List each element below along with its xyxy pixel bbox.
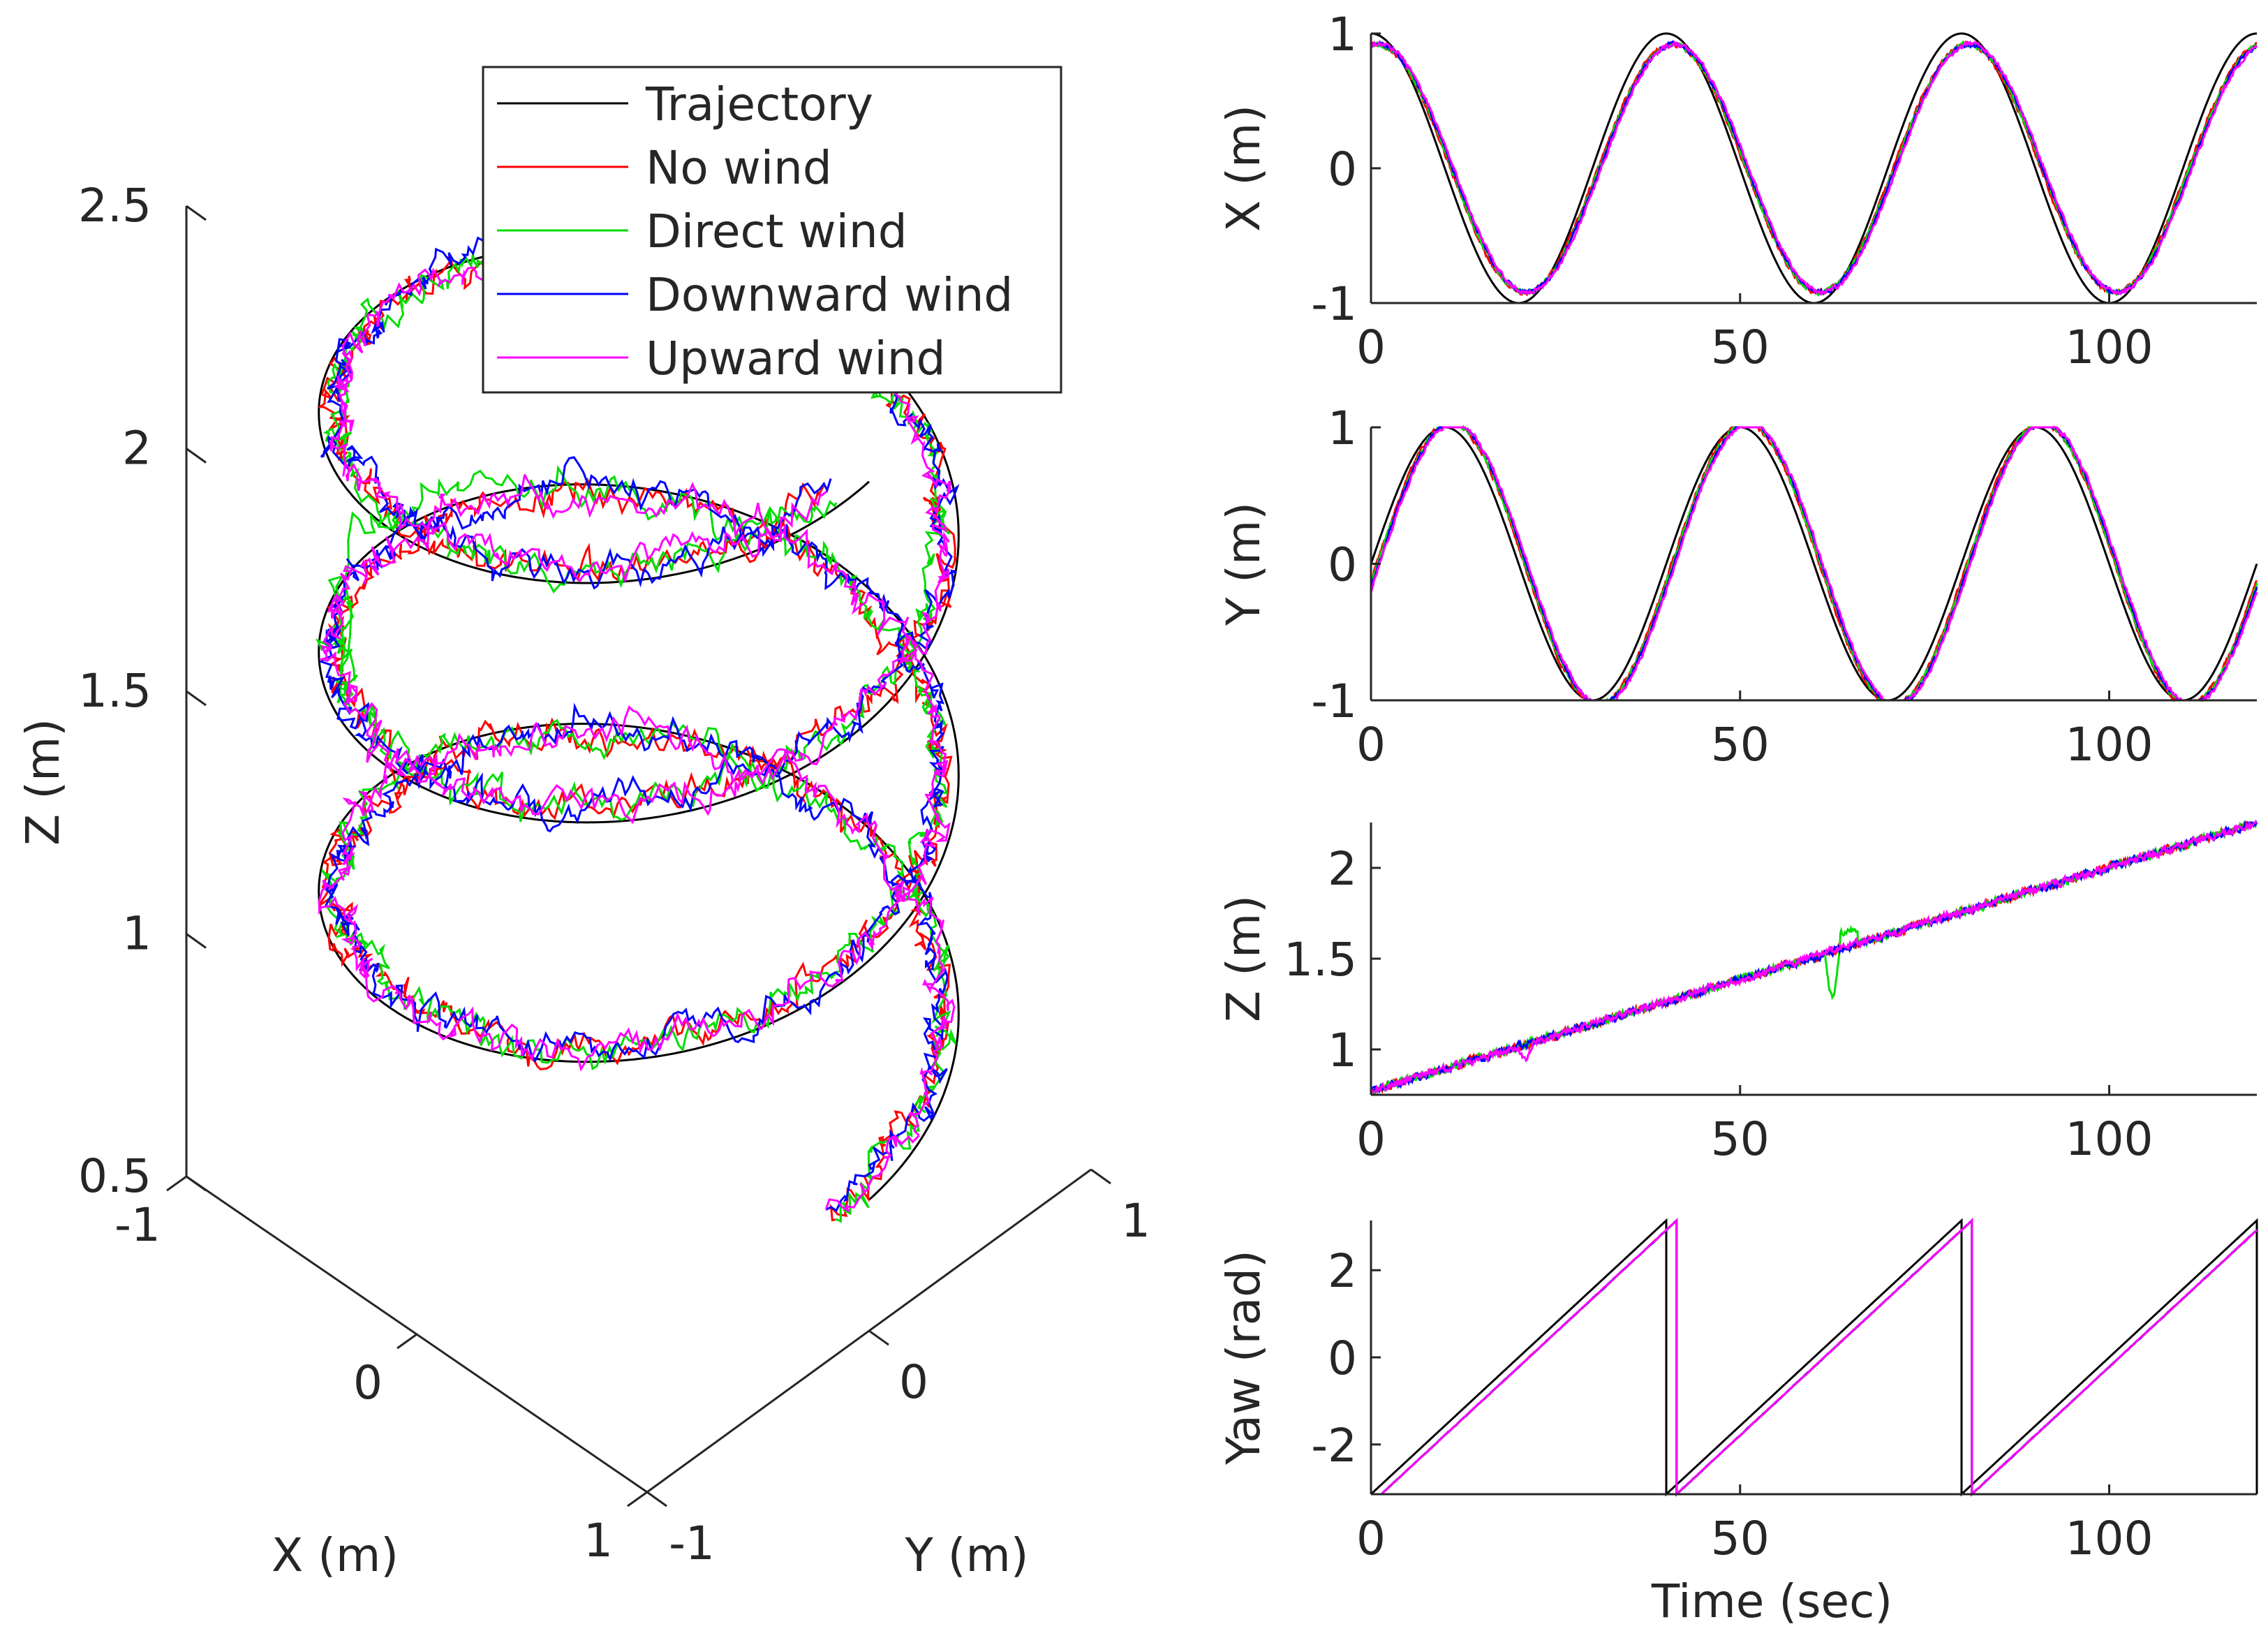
z-tick-mark xyxy=(186,1175,207,1192)
x-time-x-tick-label: 100 xyxy=(2066,320,2154,374)
yaw-time-line-trajectory xyxy=(1370,1218,2258,1497)
y-tick-mark xyxy=(1090,1168,1111,1185)
y-time-y-tick-label: 1 xyxy=(1328,401,1357,455)
x-time-line-downward-wind xyxy=(1370,40,2258,295)
x-tick-label: -1 xyxy=(114,1198,161,1252)
y-time-x-tick-label: 0 xyxy=(1356,718,1386,772)
x-tick-label: 1 xyxy=(584,1514,613,1568)
helix-line-direct-wind xyxy=(316,230,957,1223)
y-time-y-tick-label: -1 xyxy=(1311,674,1357,728)
helix-line-downward-wind xyxy=(318,229,960,1213)
x-time-line-no-wind xyxy=(1370,40,2258,297)
x-tick-label: 0 xyxy=(353,1356,383,1410)
x-time-line-trajectory xyxy=(1371,32,2257,304)
x-time-y-tick-label: -1 xyxy=(1311,277,1357,331)
x-time-x-tick-label: 0 xyxy=(1356,320,1386,374)
y-time-x-tick-label: 100 xyxy=(2066,718,2154,772)
z-tick-label: 1.5 xyxy=(78,664,151,718)
y-axis-label: Y (m) xyxy=(904,1528,1028,1582)
legend-label-upward-wind: Upward wind xyxy=(646,332,946,385)
x-time-line-direct-wind xyxy=(1370,39,2258,297)
z-tick-label: 2 xyxy=(122,422,151,475)
z-vs-time-panel: 0 50 100 1 1.5 2 Z (m) xyxy=(1217,819,2258,1166)
z-tick-mark xyxy=(186,933,207,949)
helix-line-upward-wind xyxy=(318,219,956,1213)
legend-label-trajectory: Trajectory xyxy=(645,78,873,131)
z-tick-label: 0.5 xyxy=(78,1149,151,1203)
legend-label-downward-wind: Downward wind xyxy=(646,268,1013,322)
y-time-x-tick-label: 50 xyxy=(1711,718,1770,772)
y-tick-label: 0 xyxy=(899,1355,928,1409)
y-tick-mark xyxy=(868,1329,889,1346)
yaw-vs-time-panel: 0 50 100 -2 0 2 Yaw (rad) Time (sec) xyxy=(1217,1217,2258,1628)
y-time-line-upward-wind xyxy=(1370,426,2258,702)
z-tick-mark xyxy=(186,690,207,707)
z-time-x-tick-label: 100 xyxy=(2066,1112,2154,1166)
x-tick-mark xyxy=(166,1175,187,1192)
z-axis-label: Z (m) xyxy=(16,718,70,846)
helix-3d-lines xyxy=(316,219,960,1223)
yaw-time-x-tick-label: 0 xyxy=(1356,1512,1386,1565)
y-time-line-trajectory xyxy=(1370,426,2258,702)
z-time-y-tick-label: 2 xyxy=(1328,842,1357,896)
z-time-x-tick-label: 50 xyxy=(1711,1112,1770,1166)
yaw-time-y-tick-label: -2 xyxy=(1311,1419,1357,1473)
x-time-y-tick-label: 1 xyxy=(1328,8,1357,61)
yaw-time-x-label: Time (sec) xyxy=(1651,1574,1892,1628)
y-tick-label: 1 xyxy=(1121,1194,1150,1248)
x-tick-mark xyxy=(396,1333,417,1350)
y-tick-label: -1 xyxy=(669,1517,715,1570)
yaw-time-y-tick-label: 2 xyxy=(1328,1244,1357,1298)
yaw-time-x-tick-label: 100 xyxy=(2066,1512,2154,1565)
z-tick-label: 2.5 xyxy=(78,179,151,233)
x-axis-label: X (m) xyxy=(272,1528,399,1582)
legend-label-no-wind: No wind xyxy=(646,141,832,195)
y-tick-mark xyxy=(646,1491,667,1507)
z-time-y-tick-label: 1.5 xyxy=(1284,933,1357,987)
z-time-line-upward-wind xyxy=(1370,820,2257,1094)
x-tick-mark xyxy=(627,1491,648,1507)
helix-3d-axes: -1 0 1 -1 0 1 0.5 1 1.5 2 2.5 X (m) Y (m) Z (m) xyxy=(16,179,1150,1582)
z-tick-label: 1 xyxy=(122,907,151,961)
x-time-y-tick-label: 0 xyxy=(1328,142,1357,196)
legend: Trajectory No wind Direct wind Downward … xyxy=(482,66,1062,394)
x-time-x-tick-label: 50 xyxy=(1711,320,1770,374)
yaw-time-line-upward-wind xyxy=(1371,1217,2258,1496)
z-tick-mark xyxy=(186,448,207,464)
z-time-y-label: Z (m) xyxy=(1217,895,1270,1022)
yaw-time-x-tick-label: 50 xyxy=(1711,1512,1770,1565)
z-time-y-tick-label: 1 xyxy=(1328,1024,1357,1077)
x-time-line-upward-wind xyxy=(1370,40,2258,297)
y-time-y-tick-label: 0 xyxy=(1328,538,1357,592)
yaw-time-y-tick-label: 0 xyxy=(1328,1332,1357,1385)
z-tick-mark xyxy=(186,205,207,221)
x-time-y-label: X (m) xyxy=(1217,105,1270,232)
y-time-y-label: Y (m) xyxy=(1217,502,1270,626)
legend-label-direct-wind: Direct wind xyxy=(646,205,907,258)
z-time-x-tick-label: 0 xyxy=(1356,1112,1386,1166)
yaw-time-y-label: Yaw (rad) xyxy=(1217,1250,1270,1466)
